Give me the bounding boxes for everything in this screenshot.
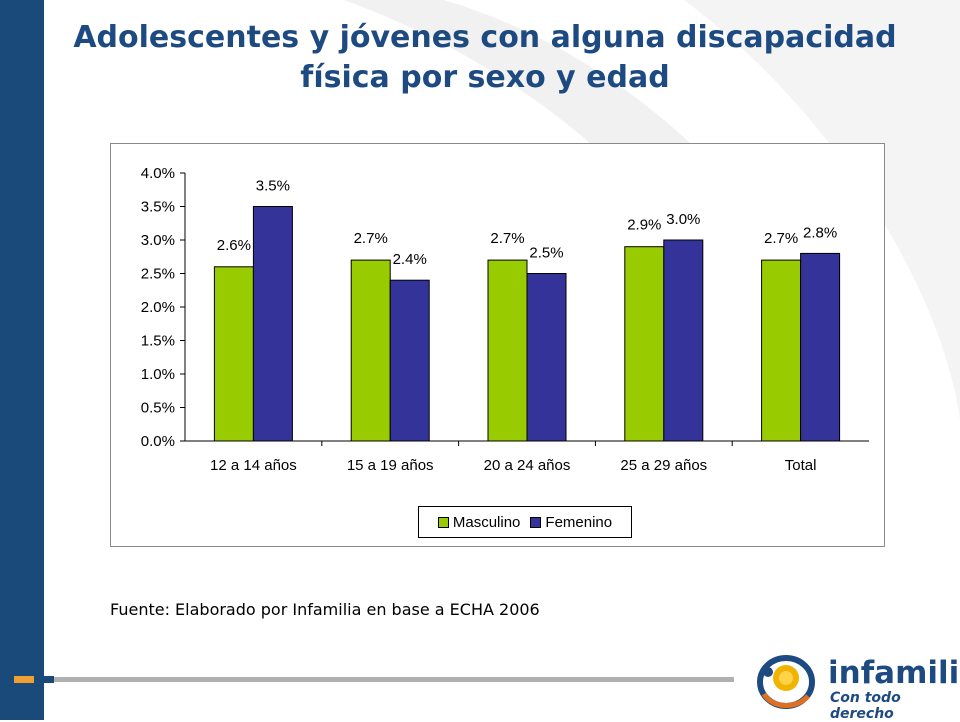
bar-masculino (487, 259, 528, 442)
bar-masculino (624, 246, 665, 442)
data-label: 2.6% (217, 237, 251, 254)
title-line-2: física por sexo y edad (300, 60, 670, 95)
data-label: 2.8% (803, 224, 837, 241)
chart-area: 0.0% 0.5% 1.0% 1.5% 2.0% 2.5% 3.0% 3.5% 4.0% 12 a… (110, 143, 885, 547)
y-tick-label: 2.5% (141, 266, 175, 283)
y-tick-label: 4.0% (141, 165, 175, 182)
infamilia-logo-icon (757, 655, 815, 709)
y-tick-label: 3.0% (141, 232, 175, 249)
bar-femenino (800, 252, 841, 442)
left-accent-bar (0, 0, 44, 720)
bar-femenino (389, 279, 430, 442)
legend-swatch-femenino (530, 516, 542, 528)
bar-femenino (663, 239, 704, 442)
data-label: 2.5% (529, 245, 563, 262)
y-tick-label: 0.0% (141, 433, 175, 450)
data-label: 2.4% (393, 251, 427, 268)
bar-masculino (350, 259, 391, 442)
data-label: 3.0% (666, 211, 700, 228)
data-label: 2.9% (627, 217, 661, 234)
y-tick-label: 3.5% (141, 199, 175, 216)
title-line-1: Adolescentes y jóvenes con alguna discap… (73, 20, 897, 55)
y-tick-label: 2.0% (141, 299, 175, 316)
bar-masculino (213, 266, 254, 442)
x-tick-label: 25 a 29 años (620, 457, 707, 474)
logo-tagline: Con todo derecho (830, 690, 901, 722)
data-label: 2.7% (764, 230, 798, 247)
legend-label-masculino: Masculino (452, 513, 521, 531)
bar-femenino (526, 273, 567, 442)
legend-item-masculino: Masculino (437, 513, 521, 531)
legend-item-femenino: Femenino (530, 514, 612, 531)
legend-label-femenino: Femenino (545, 513, 613, 531)
y-tick-label: 1.0% (141, 366, 175, 383)
chart-legend: Masculino Femenino (418, 506, 632, 538)
legend-swatch-masculino (437, 516, 449, 528)
y-tick-label: 1.5% (141, 333, 175, 350)
x-tick-label: 20 a 24 años (484, 457, 571, 474)
data-label: 2.7% (354, 230, 388, 247)
page-title: Adolescentes y jóvenes con alguna discap… (60, 18, 910, 98)
data-label: 3.5% (256, 178, 290, 195)
footer-rule (0, 676, 735, 683)
x-tick-label: 15 a 19 años (347, 457, 434, 474)
bar-masculino (761, 259, 802, 442)
y-tick-label: 0.5% (141, 400, 175, 417)
bar-femenino (252, 206, 293, 442)
source-note: Fuente: Elaborado por Infamilia en base … (110, 600, 540, 619)
data-label: 2.7% (490, 230, 524, 247)
bar-chart: 0.0% 0.5% 1.0% 1.5% 2.0% 2.5% 3.0% 3.5% 4.0% 12 a… (141, 165, 869, 474)
logo-wordmark: infamilia (828, 655, 960, 691)
x-tick-label: 12 a 14 años (210, 457, 297, 474)
x-tick-label: Total (785, 457, 817, 474)
